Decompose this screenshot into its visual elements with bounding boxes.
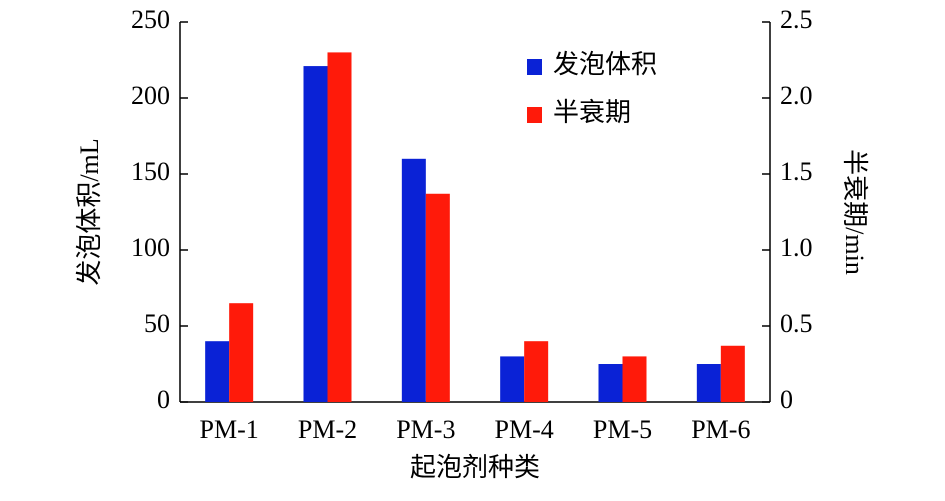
y-axis-label: 发泡体积/mL [75, 138, 104, 285]
y-tick-label: 200 [131, 81, 170, 110]
y-tick-label: 150 [131, 157, 170, 186]
y-tick-label: 100 [131, 233, 170, 262]
x-tick-label: PM-2 [298, 415, 357, 444]
x-axis-label: 起泡剂种类 [410, 453, 540, 482]
y2-tick-label: 0 [780, 385, 793, 414]
legend-label: 发泡体积 [553, 50, 657, 79]
bar [229, 303, 254, 402]
bar [524, 341, 549, 402]
y2-tick-label: 1.0 [780, 233, 813, 262]
bar [696, 364, 721, 402]
bar [500, 356, 525, 402]
x-tick-label: PM-1 [200, 415, 259, 444]
bar [327, 52, 352, 403]
x-tick-label: PM-4 [495, 415, 554, 444]
y2-tick-label: 2.5 [780, 5, 813, 34]
y2-tick-label: 1.5 [780, 157, 813, 186]
bar [303, 66, 328, 402]
y2-axis-label: 半衰期/min [840, 149, 869, 275]
legend-swatch [527, 107, 542, 123]
bar [425, 193, 450, 402]
bar [720, 345, 745, 402]
y-tick-label: 50 [144, 309, 170, 338]
y2-tick-label: 2.0 [780, 81, 813, 110]
y-tick-label: 0 [157, 385, 170, 414]
x-tick-label: PM-5 [593, 415, 652, 444]
bar [401, 158, 426, 402]
x-tick-label: PM-6 [691, 415, 750, 444]
y-tick-label: 250 [131, 5, 170, 34]
y2-tick-label: 0.5 [780, 309, 813, 338]
x-tick-label: PM-3 [396, 415, 455, 444]
legend-swatch [527, 59, 542, 75]
bar [598, 364, 623, 402]
bar [205, 341, 230, 402]
bar [622, 356, 647, 402]
legend-label: 半衰期 [553, 98, 631, 127]
